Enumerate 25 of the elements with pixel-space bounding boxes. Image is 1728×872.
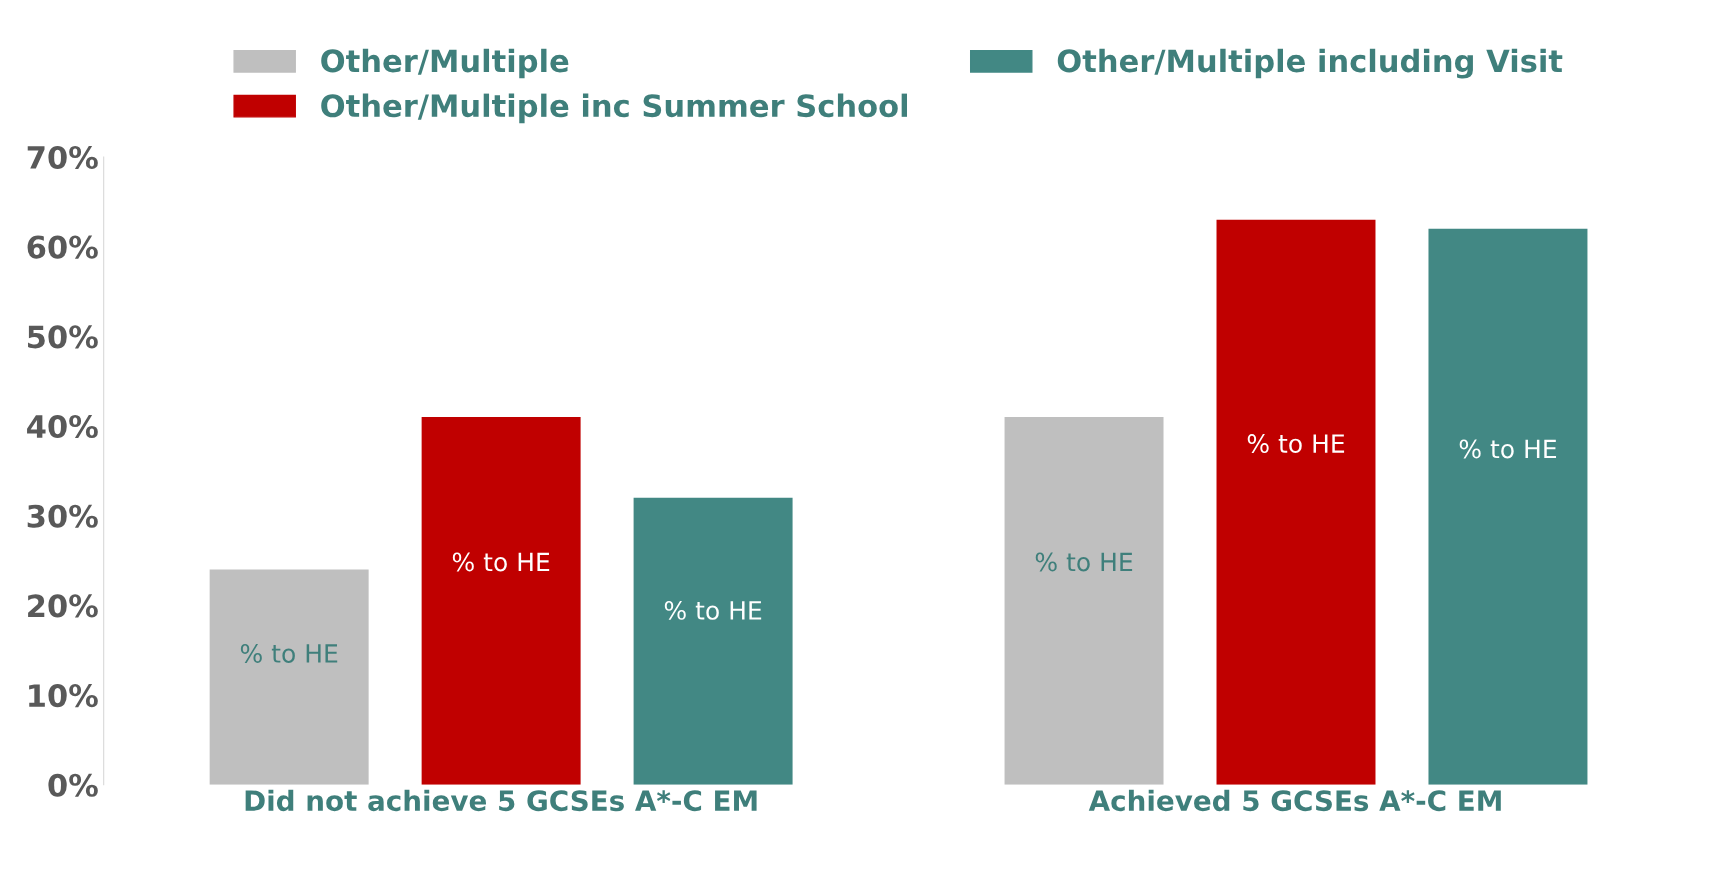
data-label: % to HE [240,643,338,663]
y-tick-label: 50% [28,325,98,349]
data-label: % to HE [1247,434,1345,454]
y-tick-label: 70% [27,145,98,169]
bar [1216,219,1376,785]
data-label: % to HE [1035,552,1133,572]
x-tick-label: Achieved 5 GCSEs A*-C EM [1088,789,1501,812]
bar [1428,228,1588,785]
data-label: % to HE [1459,439,1557,459]
legend-label: Other/Multiple [321,48,569,79]
bar [209,569,369,785]
y-tick-label: 0% [48,773,98,797]
y-tick-label: 10% [29,684,98,708]
legend-label: Other/Multiple including Visit [1057,48,1563,79]
legend-label: Other/Multiple inc Summer School [321,93,908,124]
y-tick-label: 40% [27,414,98,439]
y-tick-label: 60% [27,235,98,259]
bar [1004,417,1164,785]
bar [421,417,581,785]
y-tick-label: 30% [27,504,98,528]
x-tick-label: Did not achieve 5 GCSEs A*-C EM [245,789,757,812]
data-label: % to HE [664,600,762,620]
bar [633,497,793,785]
data-label: % to HE [452,552,550,572]
y-tick-label: 20% [28,594,98,618]
